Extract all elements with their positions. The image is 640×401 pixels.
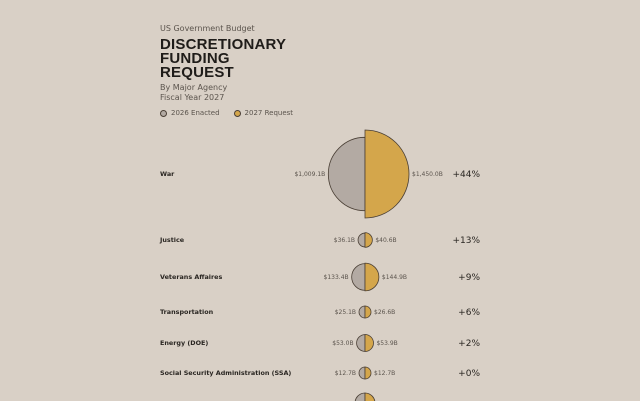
change-percent-label: +9% xyxy=(458,273,480,283)
title-line: REQUEST xyxy=(160,64,234,81)
eyebrow-label: US Government Budget xyxy=(160,24,255,33)
agency-label: Social Security Administration (SSA) xyxy=(160,369,291,377)
request-half-circle xyxy=(364,334,374,352)
request-half-circle xyxy=(364,262,380,292)
enacted-value-label: $36.1B xyxy=(334,237,355,244)
enacted-value-label: $1,009.1B xyxy=(294,171,325,178)
request-value-label: $53.9B xyxy=(376,340,397,347)
request-half-circle xyxy=(364,392,376,401)
change-percent-label: +13% xyxy=(452,236,480,246)
legend-item-request: 2027 Request xyxy=(233,109,294,117)
enacted-half-circle xyxy=(351,263,366,291)
enacted-half-circle xyxy=(327,136,366,212)
agency-label: Veterans Affaires xyxy=(160,273,222,281)
agency-label: Justice xyxy=(159,236,185,244)
request-value-label: $1,450.0B xyxy=(412,171,443,178)
agency-label: Energy (DOE) xyxy=(160,339,208,347)
change-percent-label: +2% xyxy=(458,339,480,349)
request-half-circle xyxy=(364,366,372,380)
page-title: DISCRETIONARY FUNDING REQUEST xyxy=(160,36,460,81)
fiscal-year-label: Fiscal Year 2027 xyxy=(160,93,225,102)
enacted-half-circle xyxy=(358,366,366,380)
request-value-label: $26.6B xyxy=(374,309,395,316)
enacted-value-label: $53.0B xyxy=(332,340,353,347)
legend-swatch-enacted xyxy=(160,109,167,117)
enacted-half-circle xyxy=(356,334,366,352)
legend-label-enacted: 2026 Enacted xyxy=(171,109,220,117)
enacted-value-label: $25.1B xyxy=(335,309,356,316)
chart-header: US Government Budget DISCRETIONARY FUNDI… xyxy=(160,24,460,103)
change-percent-label: +0% xyxy=(458,369,480,379)
enacted-value-label: $12.7B xyxy=(335,370,356,377)
legend-swatch-request xyxy=(233,109,241,117)
request-half-circle xyxy=(364,305,372,319)
request-value-label: $12.7B xyxy=(374,370,395,377)
change-percent-label: +6% xyxy=(458,308,480,318)
legend-label-request: 2027 Request xyxy=(244,109,294,117)
request-half-circle xyxy=(364,232,373,248)
request-value-label: $144.9B xyxy=(382,274,407,281)
agency-label: War xyxy=(160,170,175,178)
request-value-label: $40.6B xyxy=(375,237,396,244)
change-percent-label: +44% xyxy=(452,170,480,180)
legend-item-enacted: 2026 Enacted xyxy=(160,109,220,117)
enacted-value-label: $133.4B xyxy=(324,274,349,281)
legend: 2026 Enacted 2027 Request xyxy=(160,109,293,117)
enacted-half-circle xyxy=(358,305,366,319)
subtitle: By Major Agency xyxy=(160,83,228,92)
title-line: FUNDING xyxy=(160,50,230,67)
enacted-half-circle xyxy=(354,392,366,401)
enacted-half-circle xyxy=(357,232,366,248)
request-half-circle xyxy=(364,129,410,219)
agency-label: Transportation xyxy=(160,308,214,316)
title-line: DISCRETIONARY xyxy=(160,36,287,53)
